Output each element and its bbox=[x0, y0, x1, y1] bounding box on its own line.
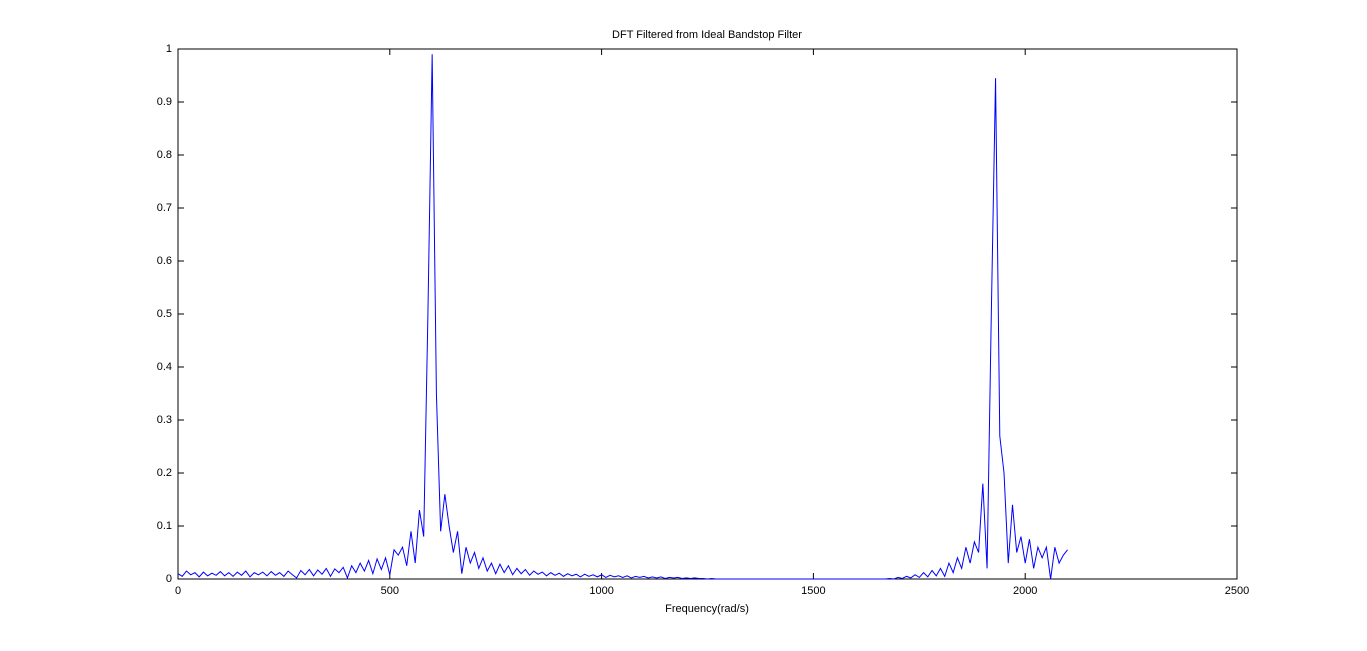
y-tick-label: 0.1 bbox=[157, 520, 172, 532]
y-tick-label: 1 bbox=[166, 43, 172, 55]
x-tick-label: 2500 bbox=[1225, 585, 1249, 597]
chart-title: DFT Filtered from Ideal Bandstop Filter bbox=[612, 29, 802, 41]
y-tick-label: 0.4 bbox=[157, 361, 172, 373]
y-tick-label: 0.8 bbox=[157, 149, 172, 161]
x-axis-label: Frequency(rad/s) bbox=[665, 603, 749, 615]
y-tick-label: 0.7 bbox=[157, 202, 172, 214]
y-tick-label: 0.5 bbox=[157, 308, 172, 320]
x-tick-label: 1000 bbox=[589, 585, 613, 597]
x-tick-label: 1500 bbox=[801, 585, 825, 597]
y-tick-label: 0.3 bbox=[157, 414, 172, 426]
y-tick-label: 0.9 bbox=[157, 96, 172, 108]
x-tick-label: 0 bbox=[175, 585, 181, 597]
line-series bbox=[177, 54, 1068, 580]
x-tick-label: 500 bbox=[381, 585, 399, 597]
y-tick-label: 0 bbox=[166, 573, 172, 585]
y-tick-label: 0.6 bbox=[157, 255, 172, 267]
y-tick-label: 0.2 bbox=[157, 467, 172, 479]
x-tick-label: 2000 bbox=[1013, 585, 1037, 597]
